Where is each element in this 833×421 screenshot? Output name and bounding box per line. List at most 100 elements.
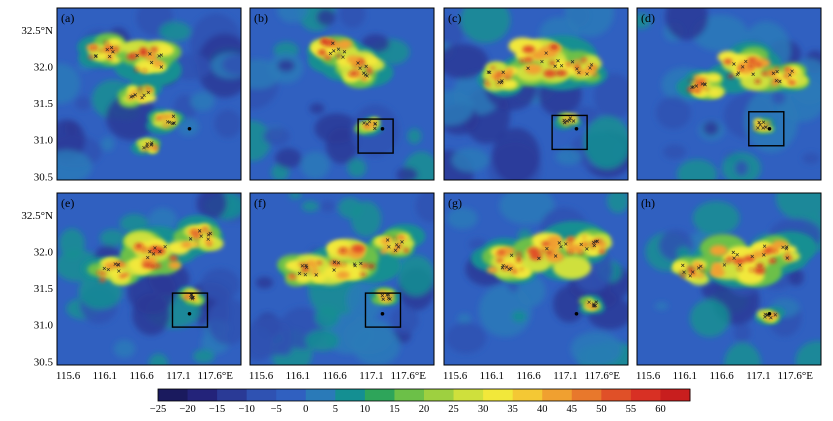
colorbar-segment — [542, 389, 573, 401]
x-tick-label: 116.1 — [286, 370, 310, 382]
panel-frame — [636, 192, 822, 366]
reflectivity-field — [444, 193, 628, 365]
colorbar-segment — [453, 389, 484, 401]
x-tick-label: 115.6 — [636, 370, 661, 382]
panel-a: (a) — [56, 7, 242, 181]
panel-c: (c) — [443, 7, 629, 181]
y-tick-label: 32.0 — [34, 62, 54, 74]
colorbar-segment — [601, 389, 632, 401]
colorbar-tick-label: 60 — [655, 404, 666, 415]
highlight-box — [171, 292, 209, 328]
panel-f: (f) — [249, 192, 435, 366]
colorbar-segment — [483, 389, 514, 401]
colorbar-tick-label: −10 — [238, 404, 254, 415]
y-tick-label: 31.5 — [34, 283, 54, 295]
colorbar-segment — [630, 389, 661, 401]
colorbar-tick-label: 10 — [360, 404, 371, 415]
x-tick-label: 117.1 — [553, 370, 577, 382]
station-dot — [767, 311, 772, 316]
colorbar-tick-label: −25 — [150, 404, 166, 415]
highlight-box — [364, 292, 402, 328]
panel-label: (f) — [254, 196, 266, 210]
x-tick-label: 117.1 — [746, 370, 770, 382]
x-tick-label: 116.6 — [516, 370, 541, 382]
x-tick-label: 117.6°E — [778, 370, 814, 382]
reflectivity-field — [444, 8, 628, 180]
y-tick-label: 30.5 — [34, 171, 54, 183]
highlight-box — [551, 114, 588, 151]
panel-label: (b) — [254, 11, 268, 25]
x-tick-label: 117.6°E — [198, 370, 234, 382]
x-tick-label: 117.1 — [359, 370, 383, 382]
colorbar-segment — [424, 389, 455, 401]
x-tick-label: 116.6 — [322, 370, 347, 382]
panel-frame — [636, 7, 822, 181]
reflectivity-field — [57, 8, 241, 180]
colorbar-segment — [660, 389, 691, 401]
highlight-box — [357, 118, 394, 154]
reflectivity-field — [250, 193, 434, 365]
station-dot — [187, 126, 192, 131]
colorbar-tick-label: 5 — [333, 404, 338, 415]
reflectivity-field — [637, 8, 821, 180]
highlight-box — [748, 111, 785, 147]
colorbar-tick-label: 35 — [507, 404, 518, 415]
reflectivity-field — [637, 193, 821, 365]
x-tick-label: 116.1 — [673, 370, 697, 382]
panel-frame — [249, 7, 435, 181]
colorbar-tick-label: −15 — [209, 404, 225, 415]
colorbar-tick-label: −5 — [271, 404, 282, 415]
x-axis-labels: 115.6 116.1 116.6 117.1 117.6°E 115.6 116.1 116… — [56, 370, 813, 382]
station-dot — [380, 311, 385, 316]
x-tick-label: 115.6 — [56, 370, 81, 382]
x-tick-label: 117.6°E — [585, 370, 621, 382]
colorbar-segment — [158, 389, 189, 401]
panel-frame — [443, 7, 629, 181]
panel-d: (d) — [636, 7, 822, 181]
colorbar-segment — [335, 389, 366, 401]
y-tick-label: 30.5 — [34, 356, 54, 368]
colorbar-tick-label: 0 — [303, 404, 308, 415]
colorbar-tick-label: 20 — [419, 404, 430, 415]
colorbar-segment — [187, 389, 218, 401]
panel-label: (a) — [61, 11, 74, 25]
colorbar-tick-label: 25 — [448, 404, 459, 415]
station-dot — [380, 126, 385, 131]
colorbar-tick-label: 15 — [389, 404, 400, 415]
y-axis-labels: 32.5°N 32.0 31.5 31.0 30.5 32.5°N 32.0 31.5 31.0… — [21, 25, 53, 368]
panel-frame — [56, 7, 242, 181]
x-tick-label: 117.1 — [166, 370, 190, 382]
station-dot — [187, 311, 192, 316]
colorbar-tick-label: −20 — [179, 404, 195, 415]
colorbar-segment — [394, 389, 425, 401]
colorbar-segment — [512, 389, 543, 401]
x-tick-label: 115.6 — [443, 370, 468, 382]
y-tick-label: 31.0 — [34, 135, 54, 147]
panel-label: (d) — [641, 11, 655, 25]
colorbar: −25 −20 −15 −10 −5 0 5 10 15 20 25 30 35 40 45 50 55 60 — [150, 388, 691, 415]
colorbar-tick-label: 50 — [596, 404, 607, 415]
station-dot — [574, 311, 579, 316]
panel-label: (g) — [448, 196, 462, 210]
reflectivity-field — [57, 193, 241, 365]
colorbar-tick-label: 30 — [478, 404, 489, 415]
panel-label: (h) — [641, 196, 655, 210]
y-tick-label: 32.5°N — [21, 25, 53, 37]
panels: (a) (b) (c) (d) (e) (f) (g) (h) — [56, 7, 822, 366]
colorbar-tick-label: 55 — [626, 404, 637, 415]
panel-label: (e) — [61, 196, 74, 210]
x-tick-label: 116.1 — [93, 370, 117, 382]
colorbar-tick-label: 45 — [567, 404, 578, 415]
colorbar-segment — [305, 389, 336, 401]
colorbar-segment — [246, 389, 277, 401]
colorbar-segment — [276, 389, 307, 401]
colorbar-segment — [217, 389, 248, 401]
station-dot — [767, 126, 772, 131]
x-tick-label: 116.6 — [129, 370, 154, 382]
colorbar-tick-label: 40 — [537, 404, 548, 415]
station-dot — [574, 126, 579, 131]
y-tick-label: 31.5 — [34, 98, 54, 110]
x-tick-label: 117.6°E — [391, 370, 427, 382]
panel-b: (b) — [249, 7, 435, 181]
